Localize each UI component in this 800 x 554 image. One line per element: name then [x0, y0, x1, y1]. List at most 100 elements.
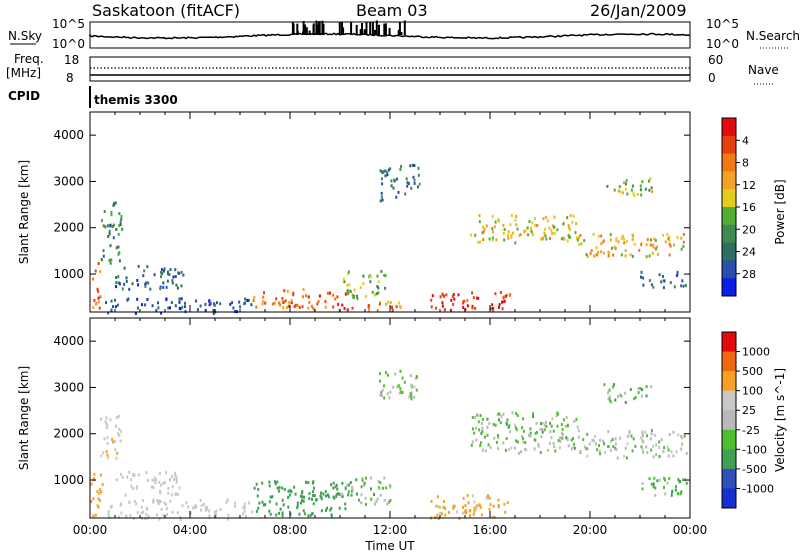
range-gate-cell [308, 300, 311, 304]
range-gate-cell [398, 391, 401, 395]
range-gate-cell [478, 214, 481, 217]
range-gate-cell [444, 513, 447, 517]
range-gate-cell [556, 228, 559, 232]
range-gate-cell [595, 253, 598, 257]
range-gate-cell [515, 428, 518, 432]
range-gate-cell [368, 308, 370, 312]
range-gate-cell [105, 416, 108, 420]
range-gate-cell [536, 224, 539, 227]
range-gate-cell [609, 448, 612, 452]
range-gate-cell [503, 228, 506, 231]
range-gate-cell [110, 258, 113, 262]
range-gate-cell [562, 418, 565, 422]
range-gate-cell [350, 493, 353, 497]
range-gate-cell [215, 515, 217, 518]
range-gate-cell [275, 297, 278, 301]
range-gate-cell [481, 426, 484, 430]
y-tick-label: 3000 [53, 174, 84, 188]
range-gate-cell [574, 231, 577, 235]
range-gate-cell [676, 236, 679, 240]
station-title: Saskatoon (fitACF) [92, 1, 240, 20]
range-gate-cell [670, 493, 673, 497]
range-gate-cell [471, 306, 474, 310]
range-gate-cell [658, 455, 661, 458]
range-gate-cell [281, 514, 284, 518]
range-gate-cell [514, 241, 517, 245]
noise-spike [361, 23, 363, 35]
range-gate-cell [491, 236, 494, 240]
range-gate-cell [159, 287, 162, 291]
range-gate-cell [539, 451, 542, 454]
range-gate-cell [628, 431, 631, 435]
range-gate-cell [439, 511, 442, 515]
colorbar-segment [722, 118, 736, 137]
range-gate-cell [100, 258, 103, 262]
range-gate-cell [118, 224, 121, 228]
range-gate-cell [341, 481, 344, 485]
range-gate-cell [370, 497, 373, 501]
range-gate-cell [253, 486, 256, 490]
range-gate-cell [685, 452, 688, 455]
range-gate-cell [472, 296, 475, 300]
range-gate-cell [623, 181, 625, 185]
range-gate-cell [110, 299, 113, 303]
range-gate-cell [114, 201, 117, 205]
range-gate-cell [491, 238, 494, 242]
velocity-ylabel: Slant Range [km] [17, 366, 31, 470]
range-gate-cell [529, 226, 532, 230]
range-gate-cell [509, 223, 512, 227]
range-gate-cell [271, 495, 274, 499]
range-gate-cell [592, 232, 595, 236]
range-gate-cell [219, 302, 222, 306]
range-gate-cell [318, 294, 321, 298]
range-gate-cell [317, 300, 320, 303]
range-gate-cell [135, 502, 138, 506]
range-gate-cell [347, 493, 350, 497]
range-gate-cell [478, 220, 481, 224]
range-gate-cell [179, 518, 182, 521]
range-gate-cell [499, 291, 502, 294]
range-gate-cell [441, 304, 444, 308]
range-gate-cell [593, 254, 596, 258]
range-gate-cell [336, 295, 339, 299]
range-gate-cell [409, 164, 412, 168]
range-gate-cell [102, 254, 105, 258]
range-gate-cell [335, 493, 338, 496]
range-gate-cell [341, 303, 344, 307]
range-gate-cell [654, 486, 657, 490]
noise-spike [398, 21, 401, 35]
range-gate-cell [320, 491, 323, 495]
range-gate-cell [599, 250, 602, 254]
range-gate-cell [379, 372, 381, 376]
range-gate-cell [682, 478, 684, 482]
range-gate-cell [393, 178, 396, 182]
range-gate-cell [349, 289, 352, 293]
range-gate-cell [105, 422, 108, 425]
range-gate-cell [407, 182, 410, 186]
range-gate-cell [395, 305, 398, 309]
range-gate-cell [130, 484, 133, 488]
range-gate-cell [119, 282, 121, 286]
range-gate-cell [642, 450, 644, 454]
range-gate-cell [486, 433, 489, 437]
range-gate-cell [473, 500, 476, 504]
range-gate-cell [677, 433, 680, 437]
range-gate-cell [507, 425, 510, 429]
range-gate-cell [181, 305, 184, 309]
range-gate-cell [479, 506, 482, 509]
range-gate-cell [600, 234, 603, 238]
range-gate-cell [157, 306, 160, 310]
range-gate-cell [545, 237, 548, 241]
range-gate-cell [542, 236, 545, 240]
range-gate-cell [601, 240, 604, 244]
range-gate-cell [330, 513, 333, 517]
range-gate-cell [566, 423, 569, 427]
range-gate-cell [376, 274, 379, 278]
range-gate-cell [611, 438, 614, 441]
range-gate-cell [108, 258, 111, 262]
range-gate-cell [159, 500, 162, 503]
range-gate-cell [347, 270, 350, 274]
range-gate-cell [338, 492, 341, 496]
range-gate-cell [102, 451, 105, 455]
